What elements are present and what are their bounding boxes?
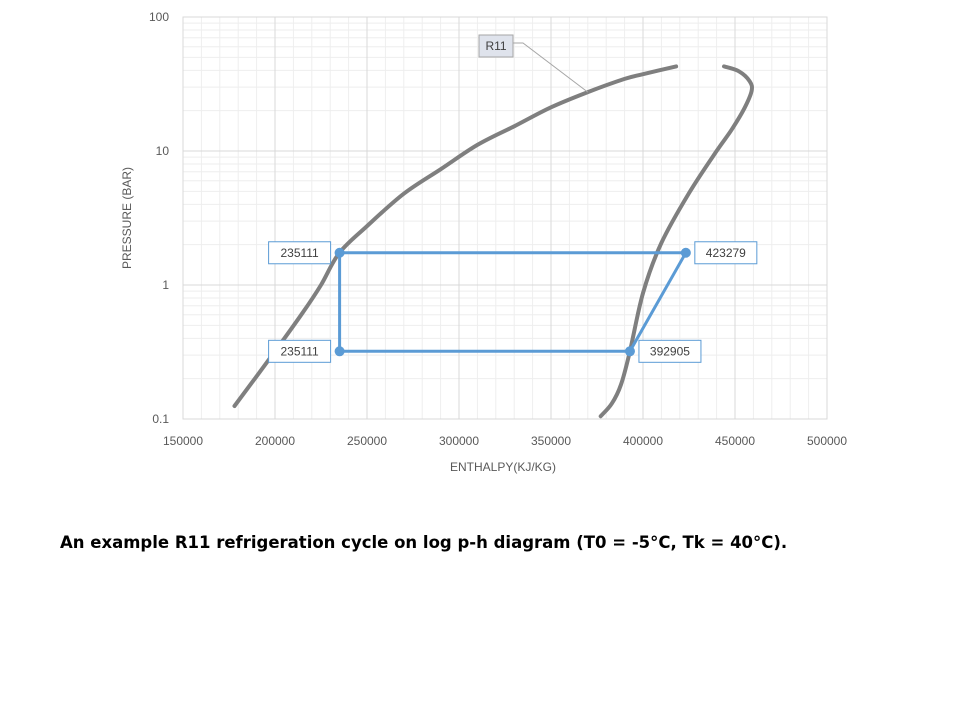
- cycle-data-label: 423279: [694, 241, 758, 265]
- series-name-label-text: R11: [485, 39, 506, 53]
- y-tick-label: 0.1: [152, 412, 169, 426]
- saturation-liquid-line: [232, 64, 679, 408]
- cycle-data-label-box: [694, 241, 758, 265]
- cycle-data-label-box: [268, 339, 332, 363]
- series-callout-leader: [513, 42, 589, 93]
- cycle-data-label-text: 235111: [280, 344, 319, 358]
- cycle-data-label-text: 423279: [706, 246, 746, 260]
- major-gridlines: [182, 16, 828, 420]
- x-tick-label: 300000: [439, 434, 479, 448]
- saturation-vapor-line: [598, 64, 754, 419]
- cycle-point-marker: [334, 346, 345, 357]
- x-tick-label: 250000: [347, 434, 387, 448]
- cycle-point-marker: [334, 247, 345, 258]
- series-name-label: R11: [478, 34, 514, 58]
- cycle-data-label: 392905: [638, 339, 702, 363]
- cycle-data-label: 235111: [268, 241, 332, 265]
- cycle-data-label-text: 392905: [650, 344, 690, 358]
- series-name-label-box: [478, 34, 514, 58]
- y-tick-label: 100: [149, 10, 169, 24]
- x-tick-label: 400000: [623, 434, 663, 448]
- plot-area-border: [182, 16, 828, 420]
- x-tick-label: 450000: [715, 434, 755, 448]
- data-labels: 235111 423279 392905 235111 R11: [268, 34, 758, 363]
- y-tick-label: 10: [156, 144, 170, 158]
- x-tick-label: 350000: [531, 434, 571, 448]
- y-tick-label: 1: [162, 278, 169, 292]
- cycle-point-marker: [680, 247, 691, 258]
- x-axis-title: ENTHALPY(KJ/KG): [450, 460, 556, 474]
- cycle-data-label-text: 235111: [280, 246, 319, 260]
- tick-labels: 150000 200000 250000 300000 350000 400000 4500…: [149, 10, 847, 448]
- cycle-data-label-box: [638, 339, 702, 363]
- series-layer: [232, 64, 754, 419]
- cycle-point-marker: [624, 346, 635, 357]
- cycle-data-label: 235111: [268, 339, 332, 363]
- x-tick-label: 500000: [807, 434, 847, 448]
- x-tick-label: 200000: [255, 434, 295, 448]
- cycle-data-label-box: [268, 241, 332, 265]
- y-axis-title: PRESSURE (BAR): [120, 167, 134, 269]
- x-tick-label: 150000: [163, 434, 203, 448]
- figure-caption: An example R11 refrigeration cycle on lo…: [60, 533, 788, 552]
